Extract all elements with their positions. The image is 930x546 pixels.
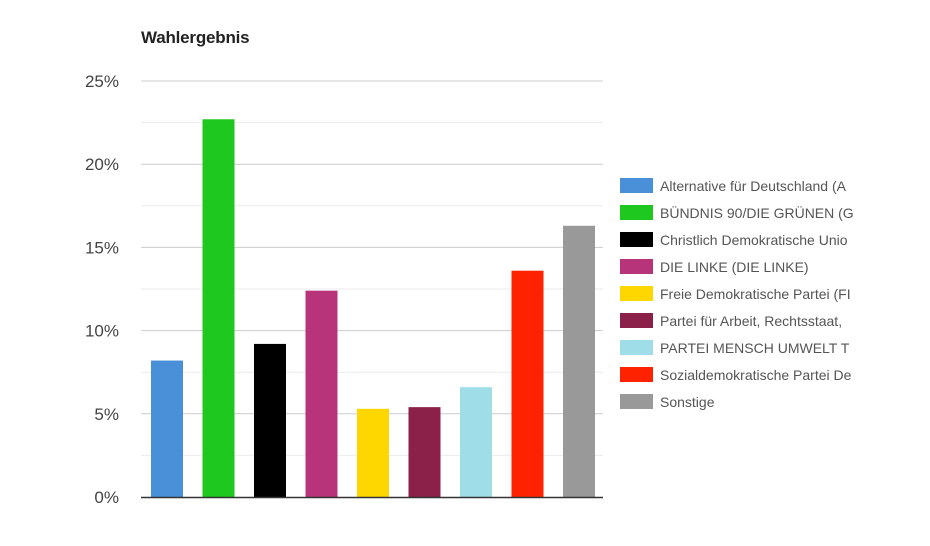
legend-item: Alternative für Deutschland (A — [620, 172, 895, 199]
y-tick-label: 5% — [94, 405, 119, 424]
legend-swatch — [620, 178, 653, 193]
legend-item: BÜNDNIS 90/DIE GRÜNEN (G — [620, 199, 895, 226]
legend-label: DIE LINKE (DIE LINKE) — [660, 258, 809, 275]
legend-item: Sozialdemokratische Partei De — [620, 361, 895, 388]
y-axis-ticks: 0% 5% 10% 15% 20% 25% — [85, 72, 119, 507]
y-tick-label: 20% — [85, 155, 119, 174]
bars — [151, 119, 595, 497]
legend-item: Partei für Arbeit, Rechtsstaat, — [620, 307, 895, 334]
legend-item: Freie Demokratische Partei (FI — [620, 280, 895, 307]
bar — [563, 225, 595, 497]
bar — [202, 119, 235, 497]
bar — [511, 270, 544, 497]
legend-swatch — [620, 232, 653, 247]
y-tick-label: 10% — [85, 322, 119, 341]
bar — [151, 360, 183, 497]
legend-item: Sonstige — [620, 388, 895, 415]
legend: Alternative für Deutschland (A BÜNDNIS 90… — [620, 172, 895, 415]
legend-swatch — [620, 367, 653, 382]
legend-label: Freie Demokratische Partei (FI — [660, 285, 851, 302]
legend-swatch — [620, 313, 653, 328]
legend-swatch — [620, 259, 653, 274]
bar — [460, 387, 492, 497]
legend-label: PARTEI MENSCH UMWELT T — [660, 339, 850, 356]
legend-label: Sonstige — [660, 393, 715, 410]
bar — [254, 343, 286, 497]
legend-item: PARTEI MENSCH UMWELT T — [620, 334, 895, 361]
legend-item: Christlich Demokratische Unio — [620, 226, 895, 253]
legend-swatch — [620, 286, 653, 301]
legend-label: BÜNDNIS 90/DIE GRÜNEN (G — [660, 204, 854, 221]
legend-label: Sozialdemokratische Partei De — [660, 366, 852, 383]
legend-swatch — [620, 340, 653, 355]
legend-label: Partei für Arbeit, Rechtsstaat, — [660, 312, 843, 329]
y-tick-label: 15% — [85, 238, 119, 257]
legend-swatch — [620, 394, 653, 409]
legend-label: Alternative für Deutschland (A — [660, 177, 846, 194]
bar — [408, 407, 441, 497]
legend-label: Christlich Demokratische Unio — [660, 231, 848, 248]
bar — [357, 408, 389, 497]
legend-swatch — [620, 205, 653, 220]
bar — [305, 290, 338, 497]
chart-title: Wahlergebnis — [141, 28, 250, 47]
y-tick-label: 25% — [85, 72, 119, 91]
y-tick-label: 0% — [94, 488, 119, 507]
legend-item: DIE LINKE (DIE LINKE) — [620, 253, 895, 280]
